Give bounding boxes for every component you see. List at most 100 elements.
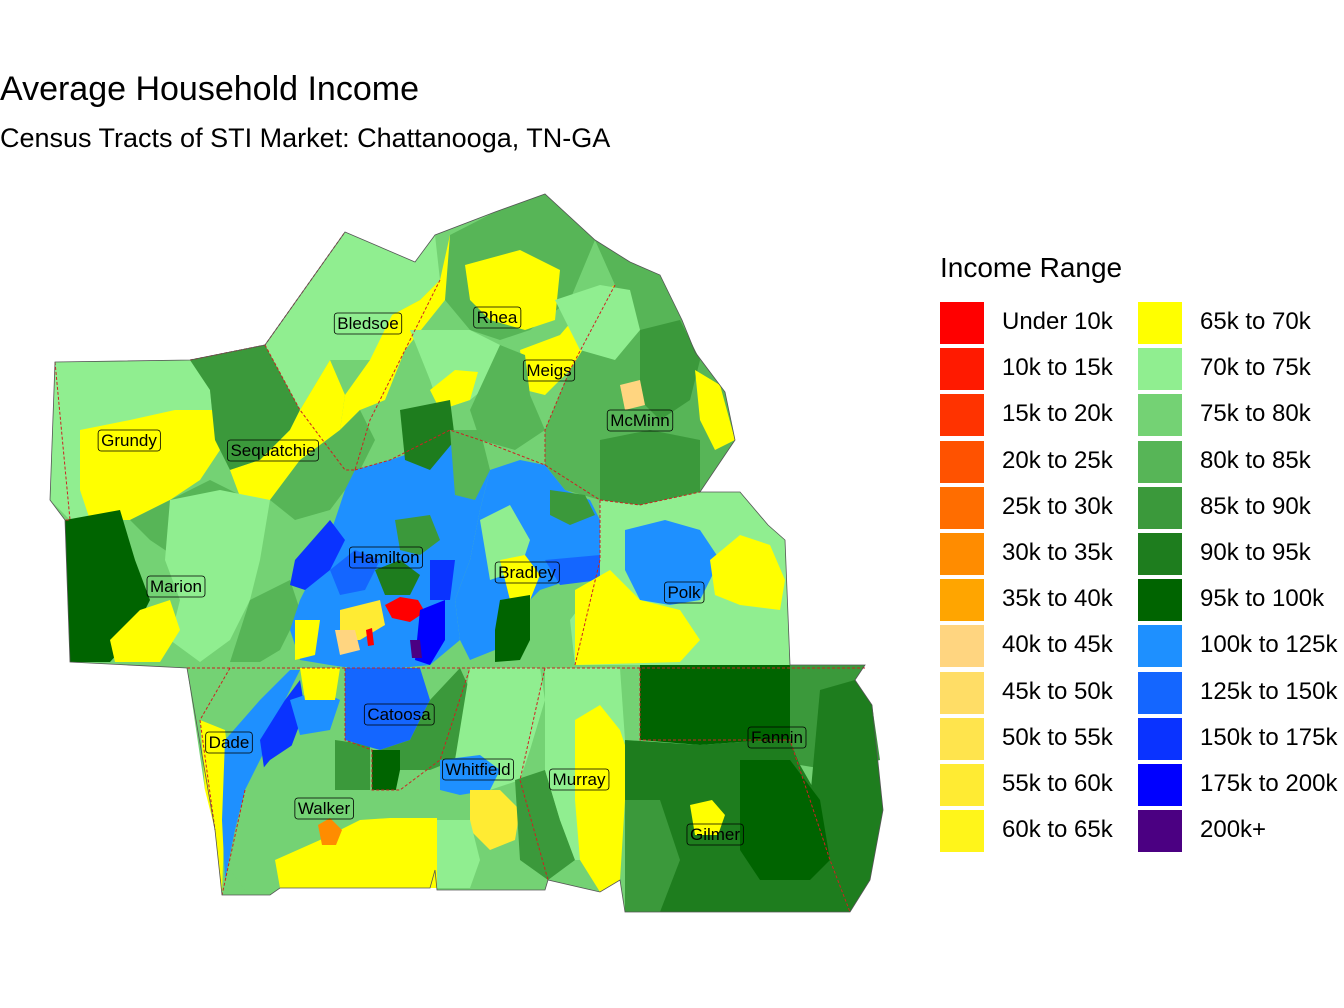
legend-swatch: [940, 764, 984, 806]
tract-area: [530, 585, 580, 662]
county-label-rhea: Rhea: [473, 306, 522, 329]
legend-label: 85k to 90k: [1200, 492, 1311, 520]
county-border: [221, 789, 246, 896]
county-label-box: [473, 306, 522, 329]
tract-area: [470, 345, 545, 450]
county-label-box: [333, 312, 403, 335]
legend-label: 175k to 200k: [1200, 770, 1338, 797]
county-label-mcminn: McMinn: [606, 409, 674, 432]
county-border: [344, 667, 471, 791]
tract-area: [375, 560, 420, 595]
tract-area: [430, 560, 455, 600]
county-label-box: [363, 703, 435, 726]
legend-swatch: [1138, 348, 1182, 391]
tract-area: [265, 232, 440, 430]
tract-area: [395, 515, 440, 555]
choropleth-map: Bledsoe Rhea Meigs McMinn Grundy Sequatchie Ha…: [49, 193, 884, 913]
tract-area: [740, 760, 830, 880]
tract-area: [555, 285, 640, 360]
county-label-text: Polk: [667, 583, 701, 602]
legend-swatch: [1138, 533, 1182, 575]
county-label-box: [606, 409, 674, 432]
tract-area: [410, 640, 422, 658]
legend-label: 35k to 40k: [1002, 585, 1113, 613]
tract-area: [335, 630, 360, 655]
county-border: [574, 500, 601, 666]
legend-swatch: [940, 440, 984, 483]
county-border: [199, 667, 231, 831]
county-label-fannin: Fannin: [747, 726, 807, 749]
legend-label: 80k to 85k: [1200, 446, 1311, 474]
tract-area: [300, 668, 340, 700]
county-label-text: Grundy: [101, 431, 157, 450]
tract-area: [330, 550, 380, 595]
legend-label: Under 10k: [1002, 308, 1113, 335]
county-label-dade: Dade: [205, 731, 253, 754]
tract-area: [625, 800, 680, 912]
county-label-hamilton: Hamilton: [349, 546, 423, 569]
tract-area: [335, 740, 370, 790]
legend-swatch: [940, 671, 984, 714]
map-title: Average Household Income: [0, 70, 419, 108]
legend-swatch: [940, 486, 984, 529]
tract-area: [165, 490, 270, 662]
county-label-gilmer: Gilmer: [686, 823, 744, 846]
legend: Income Range Under 10k 10k to 15k 15k to 2…: [940, 250, 1340, 870]
county-label-box: [747, 726, 807, 749]
tract-area: [190, 345, 300, 470]
county-label-box: [294, 797, 354, 820]
county-label-walker: Walker: [294, 797, 354, 820]
legend-label: 40k to 45k: [1002, 631, 1113, 659]
county-labels: Bledsoe Rhea Meigs McMinn Grundy Sequatchie Ha…: [97, 306, 807, 846]
legend-label: 45k to 50k: [1002, 677, 1113, 705]
tract-area: [275, 818, 437, 888]
legend-swatch: [1138, 717, 1182, 760]
county-label-bledsoe: Bledsoe: [333, 312, 403, 335]
county-label-polk: Polk: [664, 581, 705, 604]
county-label-text: Sequatchie: [230, 441, 315, 460]
tract-area: [400, 400, 455, 470]
legend-swatch: [940, 348, 984, 391]
county-border: [354, 279, 441, 471]
legend-swatch: [1138, 810, 1182, 853]
legend-swatch: [1138, 440, 1182, 483]
tract-area: [640, 665, 790, 745]
county-label-text: Walker: [298, 799, 351, 818]
county-border: [639, 668, 851, 913]
legend-swatch: [1138, 394, 1182, 437]
legend-label: 125k to 150k: [1200, 677, 1338, 705]
legend-label: 55k to 60k: [1002, 770, 1113, 797]
legend-label: 20k to 25k: [1002, 446, 1113, 474]
market-outline: [49, 193, 884, 913]
tract-area: [230, 580, 300, 662]
tract-area: [495, 595, 530, 662]
county-label-text: Dade: [209, 733, 250, 752]
legend-label: 90k to 95k: [1200, 539, 1311, 566]
county-label-text: Rhea: [477, 308, 518, 327]
legend-label: 60k to 65k: [1002, 816, 1113, 844]
tract-area: [625, 520, 720, 605]
tract-area: [380, 668, 470, 770]
tract-area: [385, 597, 425, 622]
legend-label: 75k to 80k: [1200, 400, 1311, 428]
county-label-text: Marion: [150, 577, 202, 596]
legend-swatch: [1138, 625, 1182, 668]
tract-area: [620, 380, 645, 410]
legend-label: 65k to 70k: [1200, 308, 1311, 335]
tract-area: [415, 600, 445, 665]
county-label-box: [664, 581, 705, 604]
legend-swatch: [1138, 579, 1182, 622]
legend-swatch: [940, 394, 984, 437]
tract-layer: [50, 194, 883, 912]
county-label-sequatchie: Sequatchie: [227, 439, 319, 462]
county-label-box: [442, 758, 514, 781]
county-label-bradley: Bradley: [494, 561, 560, 584]
tract-area: [295, 620, 320, 660]
legend-swatch: [940, 579, 984, 622]
legend-label: 10k to 15k: [1002, 354, 1113, 382]
county-label-grundy: Grundy: [97, 429, 161, 452]
legend-label: 100k to 125k: [1200, 631, 1338, 659]
county-label-marion: Marion: [146, 575, 206, 598]
tract-area: [80, 410, 220, 520]
legend-swatch: [940, 302, 984, 344]
